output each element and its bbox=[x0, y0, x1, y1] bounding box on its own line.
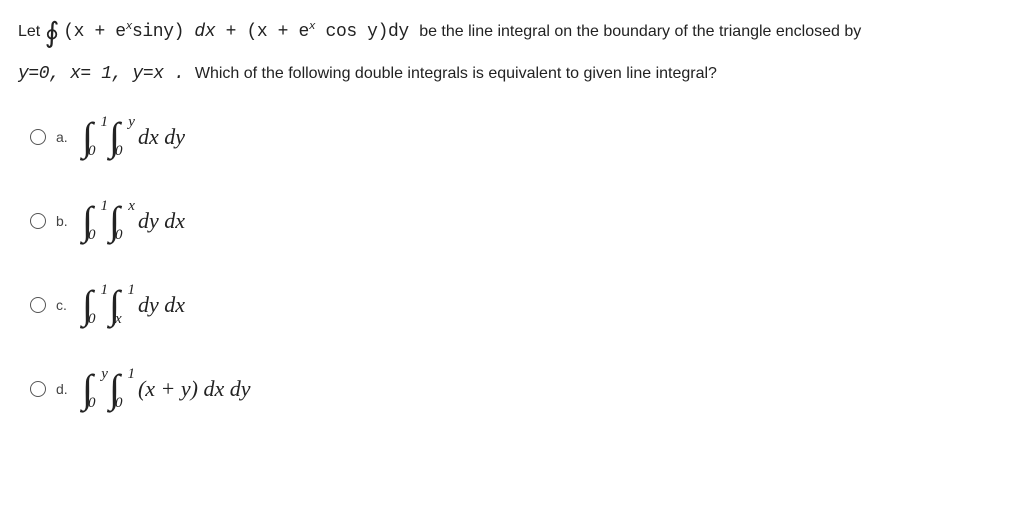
radio-d[interactable] bbox=[30, 381, 46, 397]
option-a[interactable]: a. ∫10 ∫y0 dx dy bbox=[30, 109, 991, 165]
question-text: Which of the following double integrals … bbox=[195, 65, 717, 82]
integrand-b: dy dx bbox=[136, 208, 185, 234]
int2-b: ∫x0 bbox=[109, 201, 134, 241]
int1-c: ∫10 bbox=[82, 285, 107, 325]
lead-text-1: Let bbox=[18, 23, 45, 40]
option-label-c: c. bbox=[56, 297, 72, 313]
option-math-a: ∫10 ∫y0 dx dy bbox=[82, 117, 185, 157]
radio-c[interactable] bbox=[30, 297, 46, 313]
integrand-part1: (x + exsiny) dx + (x + ex cos y)dy bbox=[63, 22, 419, 42]
problem-line-2: y=0, x= 1, y=x . Which of the following … bbox=[18, 61, 991, 89]
int1-a: ∫10 bbox=[82, 117, 107, 157]
int2-c: ∫1x bbox=[109, 285, 134, 325]
line-integral-expr: ∮ (x + exsiny) dx + (x + ex cos y)dy bbox=[45, 23, 420, 40]
oint-symbol: ∮ bbox=[45, 12, 60, 55]
int1-d: ∫y0 bbox=[82, 369, 107, 409]
problem-line-1: Let ∮ (x + exsiny) dx + (x + ex cos y)dy… bbox=[18, 12, 991, 55]
int2-d: ∫10 bbox=[109, 369, 134, 409]
option-math-b: ∫10 ∫x0 dy dx bbox=[82, 201, 185, 241]
lead-text-2: be the line integral on the boundary of … bbox=[419, 23, 861, 40]
integrand-d: (x + y) dx dy bbox=[136, 376, 251, 402]
option-b[interactable]: b. ∫10 ∫x0 dy dx bbox=[30, 193, 991, 249]
int1-b: ∫10 bbox=[82, 201, 107, 241]
radio-a[interactable] bbox=[30, 129, 46, 145]
option-label-b: b. bbox=[56, 213, 72, 229]
option-c[interactable]: c. ∫10 ∫1x dy dx bbox=[30, 277, 991, 333]
option-label-d: d. bbox=[56, 381, 72, 397]
conditions: y=0, x= 1, y=x . bbox=[18, 64, 195, 84]
option-label-a: a. bbox=[56, 129, 72, 145]
option-math-d: ∫y0 ∫10 (x + y) dx dy bbox=[82, 369, 251, 409]
option-math-c: ∫10 ∫1x dy dx bbox=[82, 285, 185, 325]
int2-a: ∫y0 bbox=[109, 117, 134, 157]
integrand-a: dx dy bbox=[136, 124, 185, 150]
integrand-c: dy dx bbox=[136, 292, 185, 318]
radio-b[interactable] bbox=[30, 213, 46, 229]
option-d[interactable]: d. ∫y0 ∫10 (x + y) dx dy bbox=[30, 361, 991, 417]
options-list: a. ∫10 ∫y0 dx dy b. ∫10 ∫x0 dy dx c. ∫10… bbox=[18, 109, 991, 417]
